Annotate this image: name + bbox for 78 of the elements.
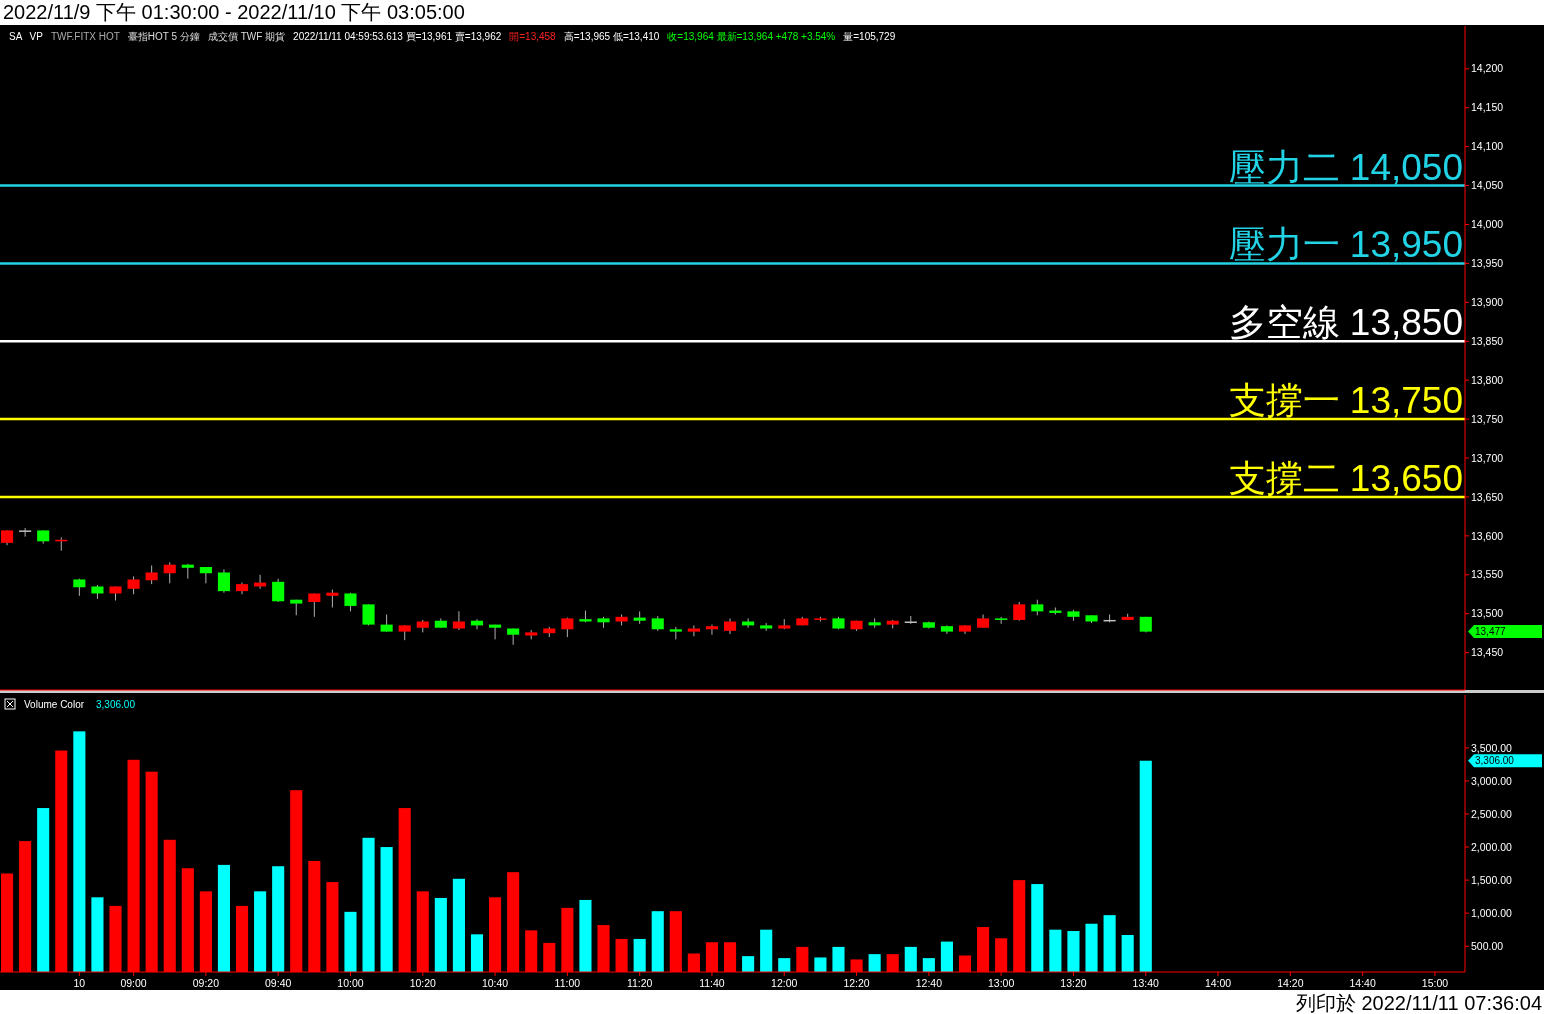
candlestick (272, 578, 285, 603)
y-tick-label: 13,600 (1471, 529, 1504, 542)
candlestick (19, 527, 32, 538)
x-tick-label: 09:40 (265, 977, 292, 989)
x-tick-label: 11:00 (554, 977, 581, 989)
annotation: 開=13,458 (509, 31, 557, 42)
candlestick (199, 566, 212, 584)
y-tick-label: 1,000.00 (1471, 906, 1513, 919)
annotation: VP (29, 31, 44, 42)
x-tick-label: 14:00 (1204, 977, 1232, 989)
annotation: SA (9, 31, 23, 42)
annotation: 收=13,964 最新=13,964 +478 +3.54% (667, 31, 836, 42)
candlestick (1013, 601, 1026, 622)
x-tick-label: 10:20 (409, 977, 437, 989)
ref-line-label: 壓力一 13,950 (1228, 224, 1463, 266)
y-tick-label: 13,550 (1471, 568, 1504, 581)
annotation: 3,306.00 (96, 699, 136, 710)
y-tick-label: 13,850 (1471, 334, 1504, 347)
x-tick-label: 11:40 (699, 977, 725, 989)
x-tick-label: 13:40 (1132, 977, 1160, 989)
x-tick-label: 13:00 (988, 977, 1015, 989)
chart-title: 2022/11/9 下午 01:30:00 - 2022/11/10 下午 03:05:00 (3, 1, 465, 23)
y-tick-label: 13,500 (1471, 607, 1504, 620)
candlestick (687, 624, 700, 637)
candlestick (742, 617, 755, 629)
annotation: 量=105,729 (843, 31, 896, 42)
text: 列印於 2022/11/11 07:36:04 (1295, 992, 1542, 1014)
chart-title: Volume Color (24, 699, 85, 710)
x-tick-label: 09:00 (120, 977, 147, 989)
ref-line-label: 支撐二 13,650 (1228, 457, 1463, 499)
x-tick-label: 14:40 (1349, 977, 1376, 989)
x-tick-label: 09:20 (192, 977, 220, 989)
y-tick-label: 14,150 (1471, 101, 1504, 114)
y-tick-label: 14,050 (1471, 179, 1504, 192)
annotation: 成交價 TWF 期貨 (207, 31, 286, 42)
x-tick-label: 11:20 (626, 977, 653, 989)
annotation: 2022/11/11 04:59:53.613 買=13,961 賣=13,962 (293, 31, 502, 42)
x-tick-label: 10 (73, 977, 86, 989)
x-tick-label: 13:20 (1060, 977, 1087, 989)
candlestick (507, 628, 520, 646)
candlestick (489, 624, 502, 640)
candlestick (308, 592, 321, 618)
y-tick-label: 13,650 (1471, 490, 1504, 503)
candlestick (705, 624, 719, 636)
x-tick-label: 12:40 (915, 977, 943, 989)
annotation: 高=13,965 低=13,410 (563, 31, 660, 42)
ref-line-label: 壓力二 14,050 (1228, 146, 1463, 188)
x-tick-label: 12:00 (771, 977, 798, 989)
y-tick-label: 2,000.00 (1471, 840, 1513, 853)
y-tick-label: 3,500.00 (1471, 741, 1513, 754)
text: 13,477 (1475, 626, 1507, 638)
x-tick-label: 12:20 (843, 977, 870, 989)
y-tick-label: 13,700 (1471, 451, 1504, 464)
y-tick-label: 14,100 (1471, 140, 1504, 153)
annotation: 臺指HOT 5 分鐘 (127, 31, 200, 42)
y-tick-label: 14,200 (1471, 62, 1504, 75)
y-tick-label: 13,900 (1471, 296, 1504, 309)
ref-line-label: 多空線 13,850 (1228, 302, 1463, 344)
y-tick-label: 1,500.00 (1471, 873, 1513, 886)
x-tick-label: 15:00 (1421, 977, 1449, 989)
y-tick-label: 2,500.00 (1471, 807, 1513, 820)
candlestick (217, 568, 231, 594)
annotation: TWF.FITX HOT (50, 31, 120, 42)
y-tick-label: 3,000.00 (1471, 774, 1513, 787)
candlestick (145, 564, 158, 585)
y-tick-label: 13,450 (1471, 646, 1504, 659)
y-tick-label: 500.00 (1471, 939, 1504, 952)
x-tick-label: 10:00 (337, 977, 364, 989)
y-tick-label: 13,750 (1471, 412, 1504, 425)
candlestick (452, 610, 465, 631)
candlestick (163, 561, 176, 584)
y-tick-label: 13,950 (1471, 257, 1504, 270)
ref-line-label: 支撐一 13,750 (1228, 380, 1463, 422)
y-tick-label: 14,000 (1471, 218, 1504, 231)
y-tick-label: 13,800 (1471, 373, 1504, 386)
x-tick-label: 10:40 (481, 977, 509, 989)
text: 3,306.00 (1475, 755, 1515, 767)
x-tick-label: 14:20 (1277, 977, 1304, 989)
